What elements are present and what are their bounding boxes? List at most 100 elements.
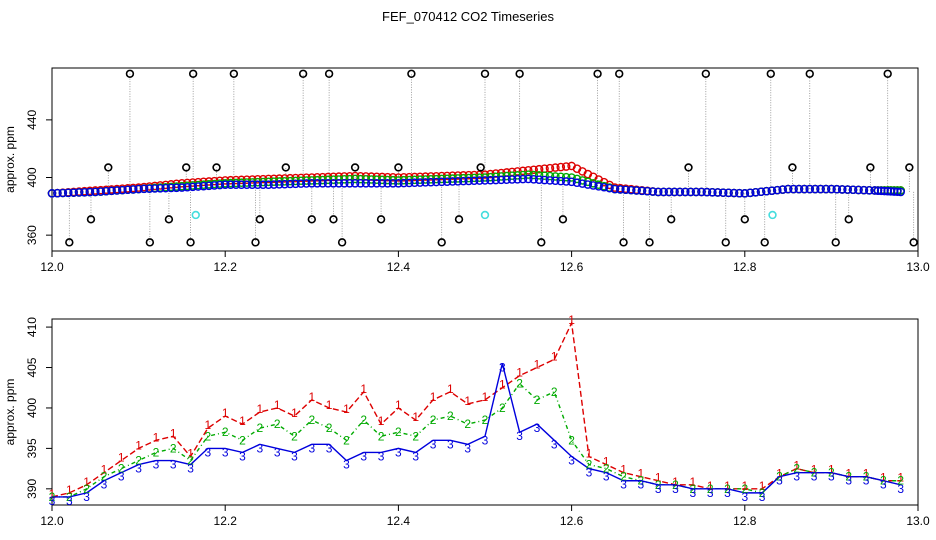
series-1-marker: 1 <box>308 390 315 404</box>
series-3-point <box>69 188 78 197</box>
series-3-point <box>410 178 419 188</box>
series-3-point <box>843 185 852 194</box>
series-3-point <box>118 185 127 195</box>
series-3-marker: 3 <box>724 486 731 500</box>
spike-point <box>593 69 602 78</box>
series-3-marker: 3 <box>551 437 558 451</box>
series-3-marker: 3 <box>170 458 177 472</box>
series-2-marker: 2 <box>534 393 541 407</box>
series-3-point <box>356 178 365 188</box>
series-2-marker: 2 <box>880 474 887 488</box>
series-3-point <box>74 188 84 197</box>
series-2-marker: 2 <box>222 425 229 439</box>
series-3-point <box>91 187 100 197</box>
series-1-marker: 1 <box>724 479 731 493</box>
series-2-marker: 2 <box>516 377 523 391</box>
series-3-point <box>399 178 409 188</box>
series-3-point <box>323 178 333 188</box>
series-2-marker: 2 <box>482 413 489 427</box>
spike-point <box>104 163 113 172</box>
spike-point <box>329 215 338 224</box>
series-3-point <box>318 178 327 188</box>
series-3-point <box>702 187 712 197</box>
series-3-point <box>626 185 636 195</box>
series-3-point <box>247 180 257 190</box>
series-1-marker: 1 <box>360 382 367 396</box>
x-tick-label: 13.0 <box>906 260 930 274</box>
spike-point <box>188 69 198 78</box>
series-3-point <box>139 184 149 194</box>
series-2-marker: 2 <box>256 421 263 435</box>
spike-point <box>86 215 96 224</box>
series-1-marker: 1 <box>482 390 489 404</box>
series-3-point <box>334 178 344 188</box>
series-3-point <box>329 178 338 188</box>
series-3-marker: 3 <box>516 429 523 443</box>
series-3-point <box>745 188 755 198</box>
spike-point <box>307 215 316 224</box>
series-3-point <box>204 181 214 191</box>
series-3-point <box>404 178 414 188</box>
series-3-point <box>816 184 825 194</box>
spike-point <box>437 238 446 247</box>
series-1-marker: 1 <box>863 467 870 481</box>
series-3-point <box>220 180 230 190</box>
series-3-point <box>561 177 571 186</box>
cyan-point <box>191 210 200 220</box>
cyan-point <box>768 210 777 220</box>
series-3-point <box>296 179 306 188</box>
series-3-point <box>464 176 474 186</box>
series-2-point <box>518 170 528 180</box>
series-3-point <box>893 187 902 197</box>
series-2-marker: 2 <box>135 454 142 468</box>
series-3-point <box>145 184 154 193</box>
series-3-point <box>859 185 869 195</box>
series-3-point <box>275 180 284 189</box>
series-3-marker: 3 <box>239 449 246 463</box>
series-3-point <box>507 175 517 184</box>
spike-point <box>684 163 693 172</box>
series-2-marker: 2 <box>724 482 731 496</box>
spike-point <box>760 238 769 247</box>
series-3-point <box>377 178 387 188</box>
series-3-point <box>556 176 566 186</box>
x-tick-label: 12.0 <box>40 260 64 274</box>
series-3-point <box>567 177 576 187</box>
spike-point <box>298 69 308 78</box>
series-2-marker: 2 <box>274 417 281 431</box>
series-1-marker: 1 <box>412 410 419 424</box>
y-tick-label: 410 <box>25 317 39 337</box>
series-3-point <box>821 184 831 194</box>
series-3-point <box>161 183 170 193</box>
spike-point <box>350 163 360 172</box>
spike-point <box>394 163 403 172</box>
spike-point <box>515 69 524 78</box>
series-3-point <box>339 178 349 188</box>
spike-point <box>666 215 676 224</box>
series-3-marker: 3 <box>205 445 212 459</box>
spike-point <box>740 215 749 224</box>
series-3-point <box>210 181 219 190</box>
series-3-marker: 3 <box>412 449 419 463</box>
series-1-marker: 1 <box>274 398 281 412</box>
series-1-marker: 1 <box>534 358 541 372</box>
series-3-point <box>810 184 820 194</box>
series-1-marker: 1 <box>499 378 506 392</box>
series-2-marker: 2 <box>153 445 160 459</box>
series-2-marker: 2 <box>689 482 696 496</box>
series-3-point <box>80 187 89 197</box>
spike-point <box>615 69 624 78</box>
y-tick-label: 405 <box>25 357 39 377</box>
series-2-point <box>545 171 555 181</box>
series-3-marker: 3 <box>568 453 575 467</box>
series-2-marker: 2 <box>793 462 800 476</box>
series-1-marker: 1 <box>516 366 523 380</box>
series-3-point <box>599 182 609 192</box>
series-2-point <box>556 172 566 182</box>
series-1-marker: 1 <box>430 390 437 404</box>
series-3-point <box>653 187 663 197</box>
series-3-point <box>280 179 290 189</box>
spike-point <box>905 163 914 172</box>
series-3-marker: 3 <box>464 441 471 455</box>
series-3-point <box>134 184 143 194</box>
